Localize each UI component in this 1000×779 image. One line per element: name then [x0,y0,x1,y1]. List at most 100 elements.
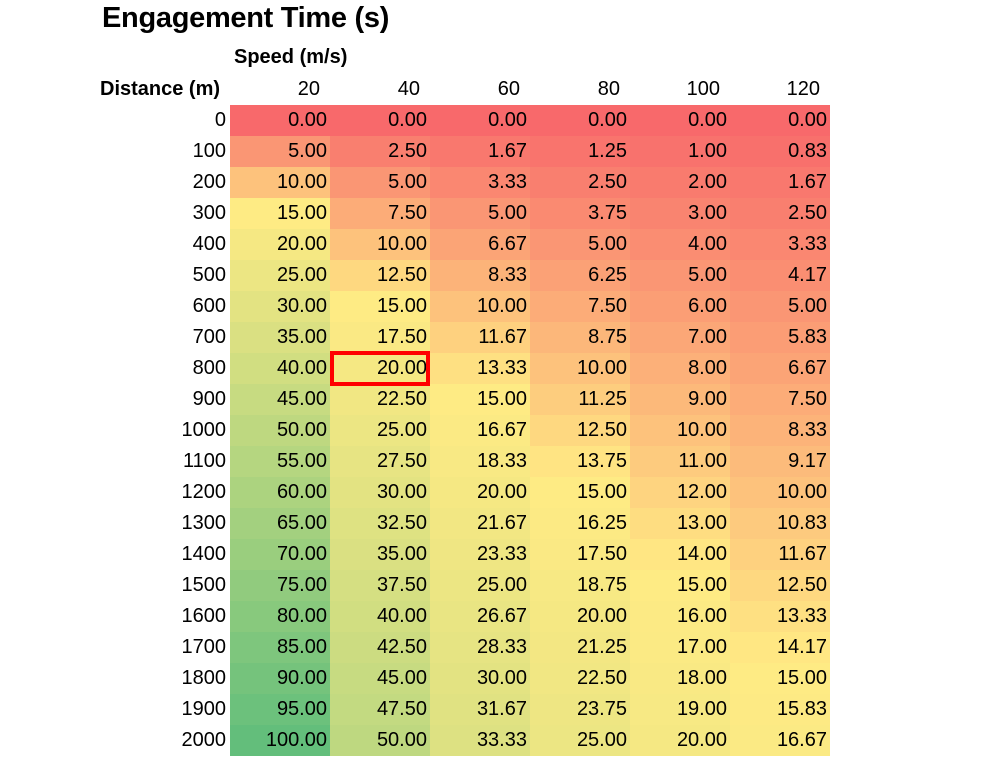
heatmap-cell: 12.50 [330,260,430,291]
heatmap-cell: 80.00 [230,601,330,632]
heatmap-cell: 8.75 [530,322,630,353]
heatmap-cell: 32.50 [330,508,430,539]
column-header: 40 [397,78,420,100]
row-header: 1700 [181,636,227,658]
heatmap-cell: 1.67 [430,136,530,167]
row-header: 1300 [181,512,227,534]
column-header: 80 [597,78,620,100]
heatmap-cell: 35.00 [330,539,430,570]
heatmap-cell: 15.00 [330,291,430,322]
heatmap-cell: 18.33 [430,446,530,477]
heatmap-cell: 42.50 [330,632,430,663]
heatmap-cell: 11.00 [630,446,730,477]
heatmap-cell: 37.50 [330,570,430,601]
heatmap-cell: 3.75 [530,198,630,229]
heatmap-cell: 15.00 [630,570,730,601]
heatmap-cell: 75.00 [230,570,330,601]
heatmap-cell: 35.00 [230,322,330,353]
heatmap-cell: 47.50 [330,694,430,725]
column-header: 20 [297,78,320,100]
heatmap-cell: 23.75 [530,694,630,725]
heatmap-cell: 50.00 [330,725,430,756]
heatmap-cell: 6.00 [630,291,730,322]
heatmap-cell: 33.33 [430,725,530,756]
heatmap-cell: 50.00 [230,415,330,446]
heatmap-cell: 2.50 [330,136,430,167]
heatmap-cell: 2.00 [630,167,730,198]
heatmap-cell: 20.00 [330,353,430,384]
heatmap-cell: 1.25 [530,136,630,167]
row-header: 1000 [181,419,227,441]
heatmap-cell: 0.00 [630,105,730,136]
heatmap-cell: 25.00 [530,725,630,756]
heatmap-cell: 5.83 [730,322,830,353]
heatmap-cell: 22.50 [330,384,430,415]
heatmap-cell: 9.17 [730,446,830,477]
heatmap-cell: 12.50 [530,415,630,446]
heatmap-cell: 20.00 [530,601,630,632]
heatmap-cell: 6.67 [730,353,830,384]
heatmap-cell: 55.00 [230,446,330,477]
heatmap-cell: 3.33 [430,167,530,198]
heatmap-cell: 10.00 [330,229,430,260]
heatmap-cell: 12.50 [730,570,830,601]
heatmap-cell: 15.00 [530,477,630,508]
heatmap-cell: 5.00 [530,229,630,260]
row-header: 1800 [181,667,227,689]
row-header: 1900 [181,698,227,720]
heatmap-cell: 14.17 [730,632,830,663]
heatmap-cell: 23.33 [430,539,530,570]
heatmap-cell: 26.67 [430,601,530,632]
heatmap-cell: 30.00 [330,477,430,508]
heatmap-cell: 11.67 [430,322,530,353]
heatmap-cell: 20.00 [430,477,530,508]
heatmap-cell: 15.00 [430,384,530,415]
heatmap-cell: 60.00 [230,477,330,508]
heatmap-cell: 0.00 [430,105,530,136]
heatmap-cell: 7.00 [630,322,730,353]
heatmap-cell: 4.00 [630,229,730,260]
heatmap-cell: 3.33 [730,229,830,260]
heatmap-cell: 15.83 [730,694,830,725]
heatmap-cell: 5.00 [730,291,830,322]
heatmap-cell: 7.50 [330,198,430,229]
heatmap-cell: 40.00 [330,601,430,632]
heatmap-cell: 100.00 [230,725,330,756]
heatmap-cell: 85.00 [230,632,330,663]
heatmap-cell: 16.67 [430,415,530,446]
heatmap-cell: 1.00 [630,136,730,167]
row-header: 100 [192,140,226,162]
heatmap-cell: 5.00 [430,198,530,229]
row-header: 1100 [182,450,226,472]
heatmap-cell: 27.50 [330,446,430,477]
heatmap-cell: 11.67 [730,539,830,570]
row-header: 900 [192,388,226,410]
heatmap-cell: 9.00 [630,384,730,415]
heatmap-cell: 70.00 [230,539,330,570]
heatmap-cell: 40.00 [230,353,330,384]
heatmap-cell: 28.33 [430,632,530,663]
heatmap-cell: 25.00 [430,570,530,601]
heatmap-cell: 10.83 [730,508,830,539]
heatmap-cell: 7.50 [530,291,630,322]
column-header: 60 [497,78,520,100]
heatmap-cell: 30.00 [230,291,330,322]
heatmap-cell: 3.00 [630,198,730,229]
row-header: 1200 [181,481,227,503]
heatmap-cell: 0.00 [730,105,830,136]
heatmap-cell: 18.75 [530,570,630,601]
heatmap-cell: 20.00 [230,229,330,260]
row-header: 500 [192,264,226,286]
heatmap-cell: 17.50 [330,322,430,353]
heatmap-cell: 17.00 [630,632,730,663]
heatmap-cell: 15.00 [230,198,330,229]
heatmap-cell: 7.50 [730,384,830,415]
heatmap-cell: 5.00 [630,260,730,291]
heatmap-cell: 20.00 [630,725,730,756]
heatmap-cell: 12.00 [630,477,730,508]
heatmap-cell: 45.00 [330,663,430,694]
heatmap-cell: 1.67 [730,167,830,198]
heatmap-cell: 18.00 [630,663,730,694]
heatmap-cell: 13.33 [730,601,830,632]
heatmap-cell: 5.00 [230,136,330,167]
